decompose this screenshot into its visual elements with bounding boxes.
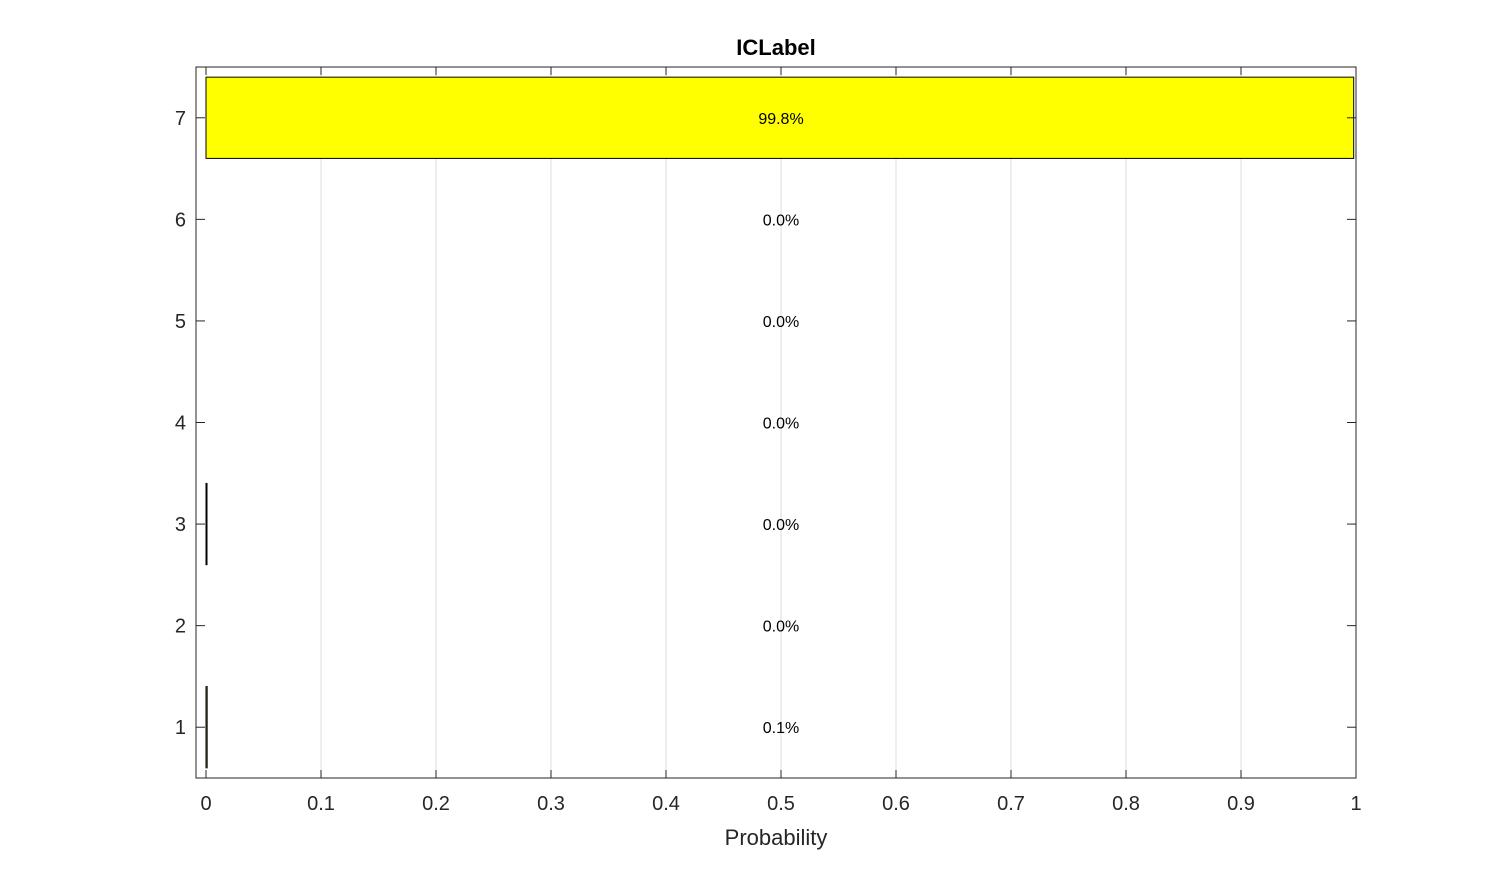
tick-marks — [196, 67, 1357, 778]
y-tick-label: 1 — [175, 717, 186, 739]
grid-lines — [320, 67, 1242, 778]
data-label-6: 0.0% — [763, 212, 799, 229]
y-tick-label: 7 — [175, 108, 186, 130]
x-tick-labels: 0 0.1 0.2 0.3 0.4 0.5 0.6 0.7 0.8 0.9 1 — [200, 793, 1361, 815]
chart-title: ICLabel — [736, 35, 815, 60]
x-tick-label: 0.1 — [307, 793, 335, 815]
x-tick-label: 0.4 — [652, 793, 680, 815]
y-tick-label: 4 — [175, 413, 186, 435]
x-tick-label: 0.3 — [537, 793, 565, 815]
x-tick-label: 0.5 — [767, 793, 795, 815]
y-tick-label: 6 — [175, 209, 186, 231]
x-tick-label: 0.7 — [997, 793, 1025, 815]
y-tick-labels: 1 2 3 4 5 6 7 — [175, 108, 186, 739]
data-label-2: 0.0% — [763, 619, 799, 636]
x-tick-label: 0.8 — [1112, 793, 1140, 815]
bars — [205, 76, 1355, 769]
x-tick-label: 0.6 — [882, 793, 910, 815]
bar-1 — [205, 686, 208, 769]
data-label-7: 99.8% — [758, 111, 803, 128]
data-labels: 0.1% 0.0% 0.0% 0.0% 0.0% 0.0% 99.8% — [758, 111, 803, 737]
bar-7 — [205, 76, 1355, 159]
data-label-3: 0.0% — [763, 517, 799, 534]
bar-3 — [205, 482, 208, 566]
x-tick-label: 0.2 — [422, 793, 450, 815]
data-label-5: 0.0% — [763, 314, 799, 331]
x-axis-label: Probability — [725, 825, 828, 850]
data-label-4: 0.0% — [763, 416, 799, 433]
data-label-1: 0.1% — [763, 720, 799, 737]
x-tick-label: 1 — [1350, 793, 1361, 815]
y-tick-label: 2 — [175, 616, 186, 638]
x-tick-label: 0.9 — [1227, 793, 1255, 815]
x-tick-label: 0 — [200, 793, 211, 815]
y-tick-label: 3 — [175, 514, 186, 536]
y-tick-label: 5 — [175, 311, 186, 333]
